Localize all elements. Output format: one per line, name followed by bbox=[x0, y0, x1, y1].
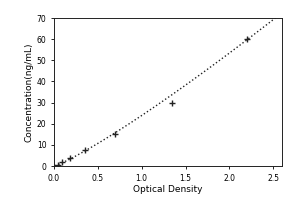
Y-axis label: Concentration(ng/mL): Concentration(ng/mL) bbox=[25, 42, 34, 142]
X-axis label: Optical Density: Optical Density bbox=[133, 185, 203, 194]
